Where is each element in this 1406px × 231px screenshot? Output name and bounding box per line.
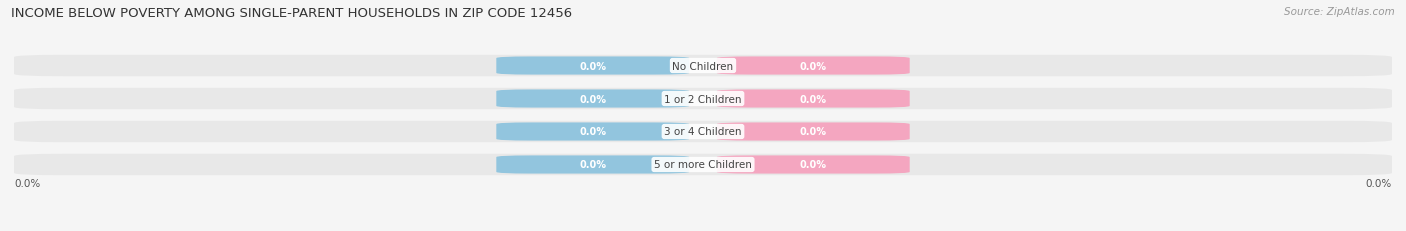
Text: Source: ZipAtlas.com: Source: ZipAtlas.com	[1284, 7, 1395, 17]
Text: No Children: No Children	[672, 61, 734, 71]
FancyBboxPatch shape	[14, 121, 1392, 143]
FancyBboxPatch shape	[14, 88, 1392, 110]
Text: 0.0%: 0.0%	[800, 61, 827, 71]
FancyBboxPatch shape	[496, 57, 689, 75]
Text: 0.0%: 0.0%	[800, 127, 827, 137]
Text: 5 or more Children: 5 or more Children	[654, 160, 752, 170]
Text: 0.0%: 0.0%	[800, 94, 827, 104]
Text: 0.0%: 0.0%	[800, 160, 827, 170]
Text: 1 or 2 Children: 1 or 2 Children	[664, 94, 742, 104]
FancyBboxPatch shape	[496, 123, 689, 141]
Text: 0.0%: 0.0%	[579, 61, 606, 71]
Text: 0.0%: 0.0%	[579, 160, 606, 170]
FancyBboxPatch shape	[14, 154, 1392, 176]
FancyBboxPatch shape	[14, 55, 1392, 77]
Text: 0.0%: 0.0%	[579, 127, 606, 137]
FancyBboxPatch shape	[717, 123, 910, 141]
FancyBboxPatch shape	[717, 57, 910, 75]
FancyBboxPatch shape	[717, 90, 910, 108]
Text: 0.0%: 0.0%	[579, 94, 606, 104]
Text: 0.0%: 0.0%	[14, 178, 41, 188]
FancyBboxPatch shape	[496, 90, 689, 108]
FancyBboxPatch shape	[496, 156, 689, 174]
Text: INCOME BELOW POVERTY AMONG SINGLE-PARENT HOUSEHOLDS IN ZIP CODE 12456: INCOME BELOW POVERTY AMONG SINGLE-PARENT…	[11, 7, 572, 20]
Text: 3 or 4 Children: 3 or 4 Children	[664, 127, 742, 137]
FancyBboxPatch shape	[717, 156, 910, 174]
Text: 0.0%: 0.0%	[1365, 178, 1392, 188]
